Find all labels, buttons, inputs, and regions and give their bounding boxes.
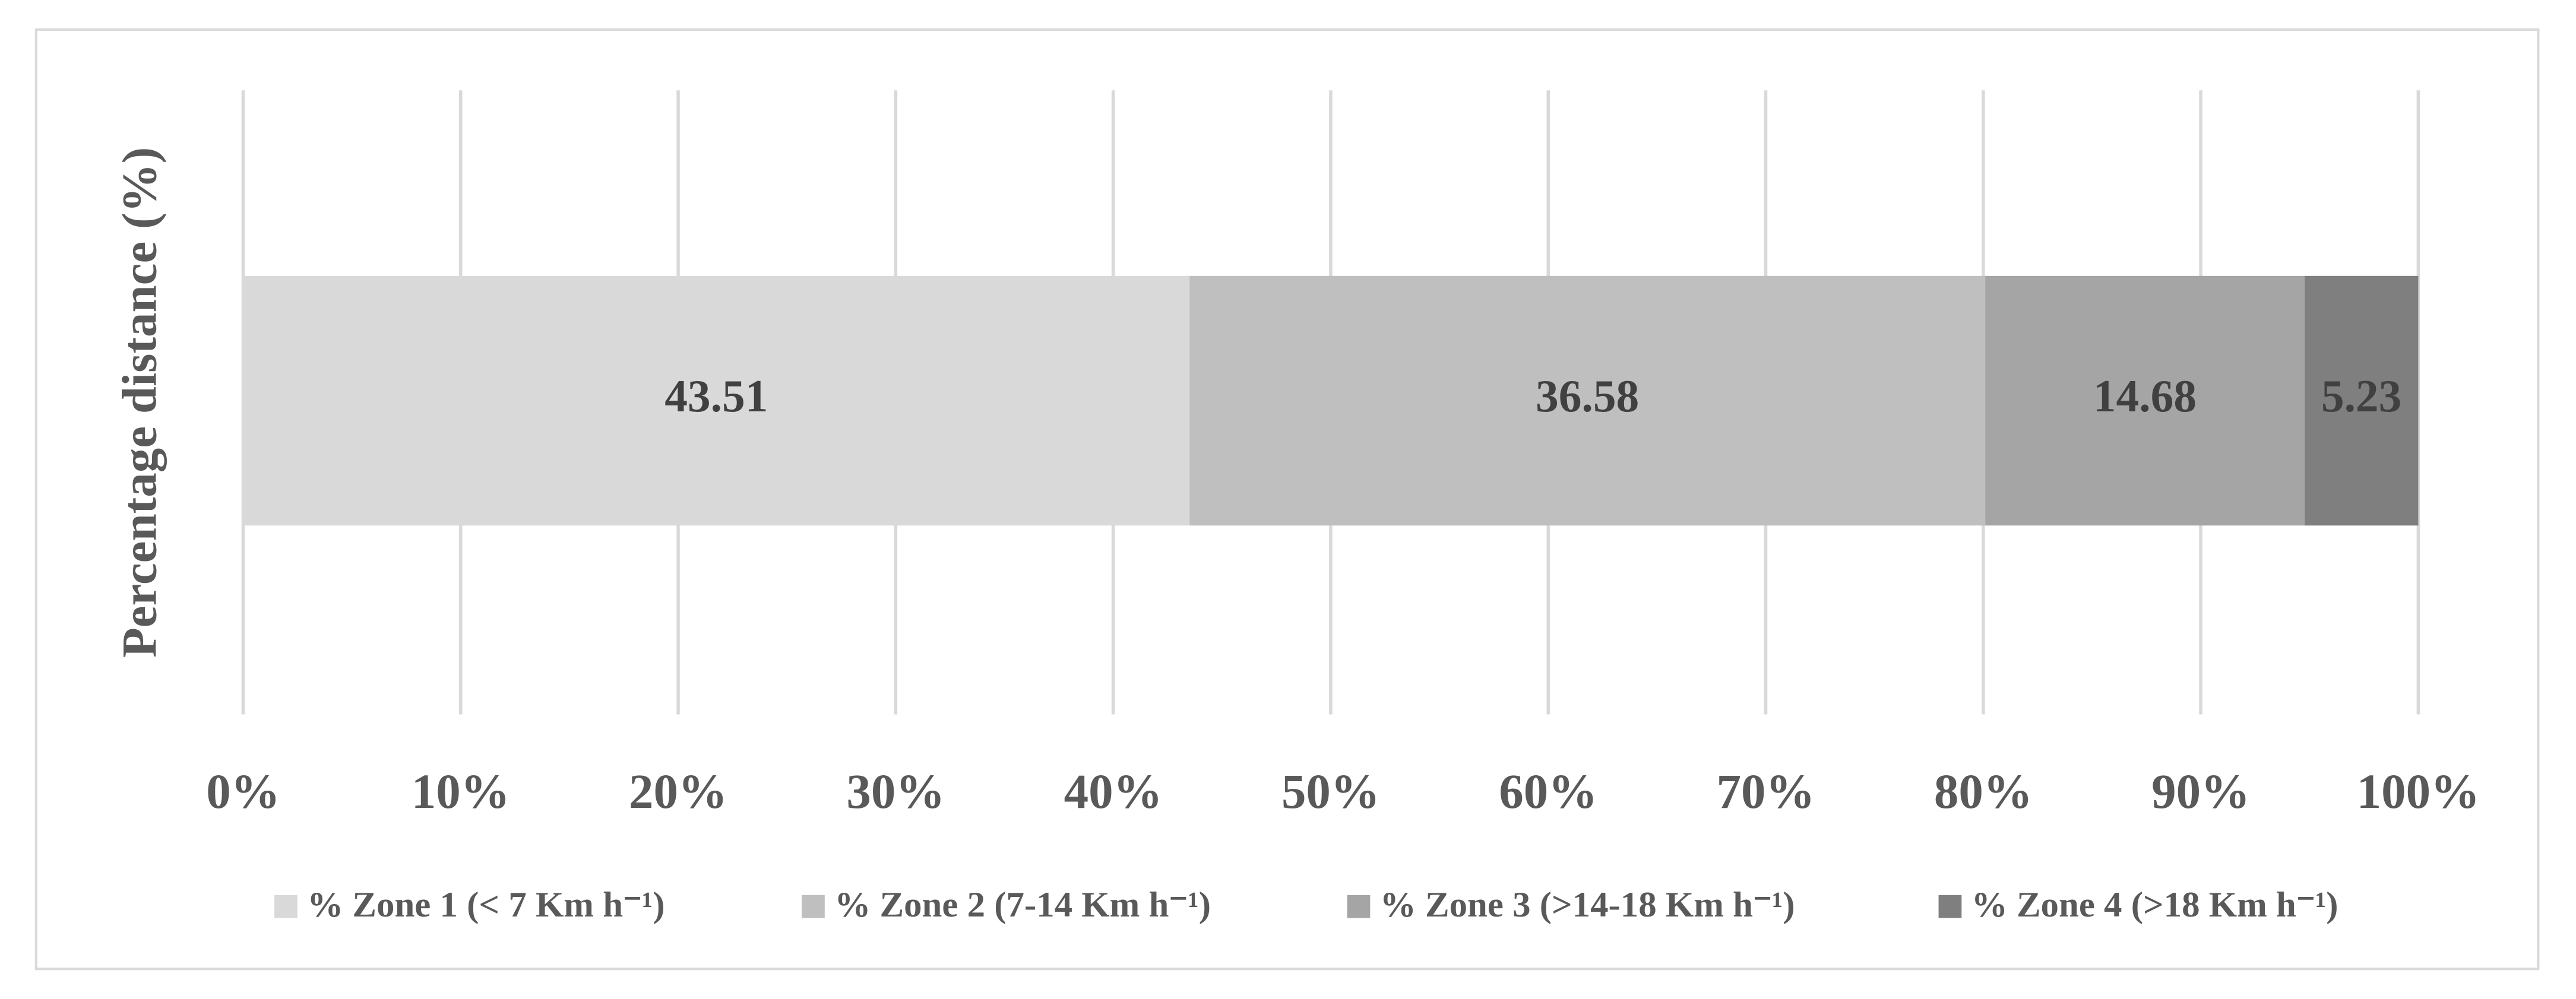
legend-swatch [1938, 895, 1962, 918]
x-tick-label: 10% [412, 764, 510, 819]
x-tick-label: 0% [206, 764, 280, 819]
bar-segment [1189, 275, 1986, 526]
x-tick-label: 80% [1934, 764, 2033, 819]
data-label: 5.23 [2321, 370, 2402, 421]
legend-label: % Zone 2 (7-14 Km h⁻¹) [834, 885, 1211, 925]
legend-label: % Zone 1 (< 7 Km h⁻¹) [307, 885, 664, 925]
x-tick-label: 30% [846, 764, 945, 819]
x-tick-label: 100% [2357, 764, 2480, 819]
data-label: 14.68 [2093, 370, 2197, 421]
x-tick-label: 60% [1499, 764, 1597, 819]
x-tick-label: 40% [1064, 764, 1163, 819]
legend-label: % Zone 3 (>14-18 Km h⁻¹) [1380, 885, 1795, 925]
x-tick-label: 50% [1281, 764, 1380, 819]
legend-swatch [1347, 895, 1371, 918]
bar-segment [2304, 275, 2419, 526]
legend-swatch [802, 895, 825, 918]
legend-label: % Zone 4 (>18 Km h⁻¹) [1971, 885, 2338, 925]
data-label: 36.58 [1536, 370, 1639, 421]
bar-segment [243, 275, 1190, 526]
x-tick-label: 70% [1717, 764, 1815, 819]
legend-swatch [274, 895, 298, 918]
x-tick-label: 20% [629, 764, 727, 819]
y-axis-title: Percentage distance (%) [112, 147, 167, 658]
bar-segment [1985, 275, 2305, 526]
data-label: 43.51 [664, 370, 768, 421]
x-tick-label: 90% [2151, 764, 2250, 819]
